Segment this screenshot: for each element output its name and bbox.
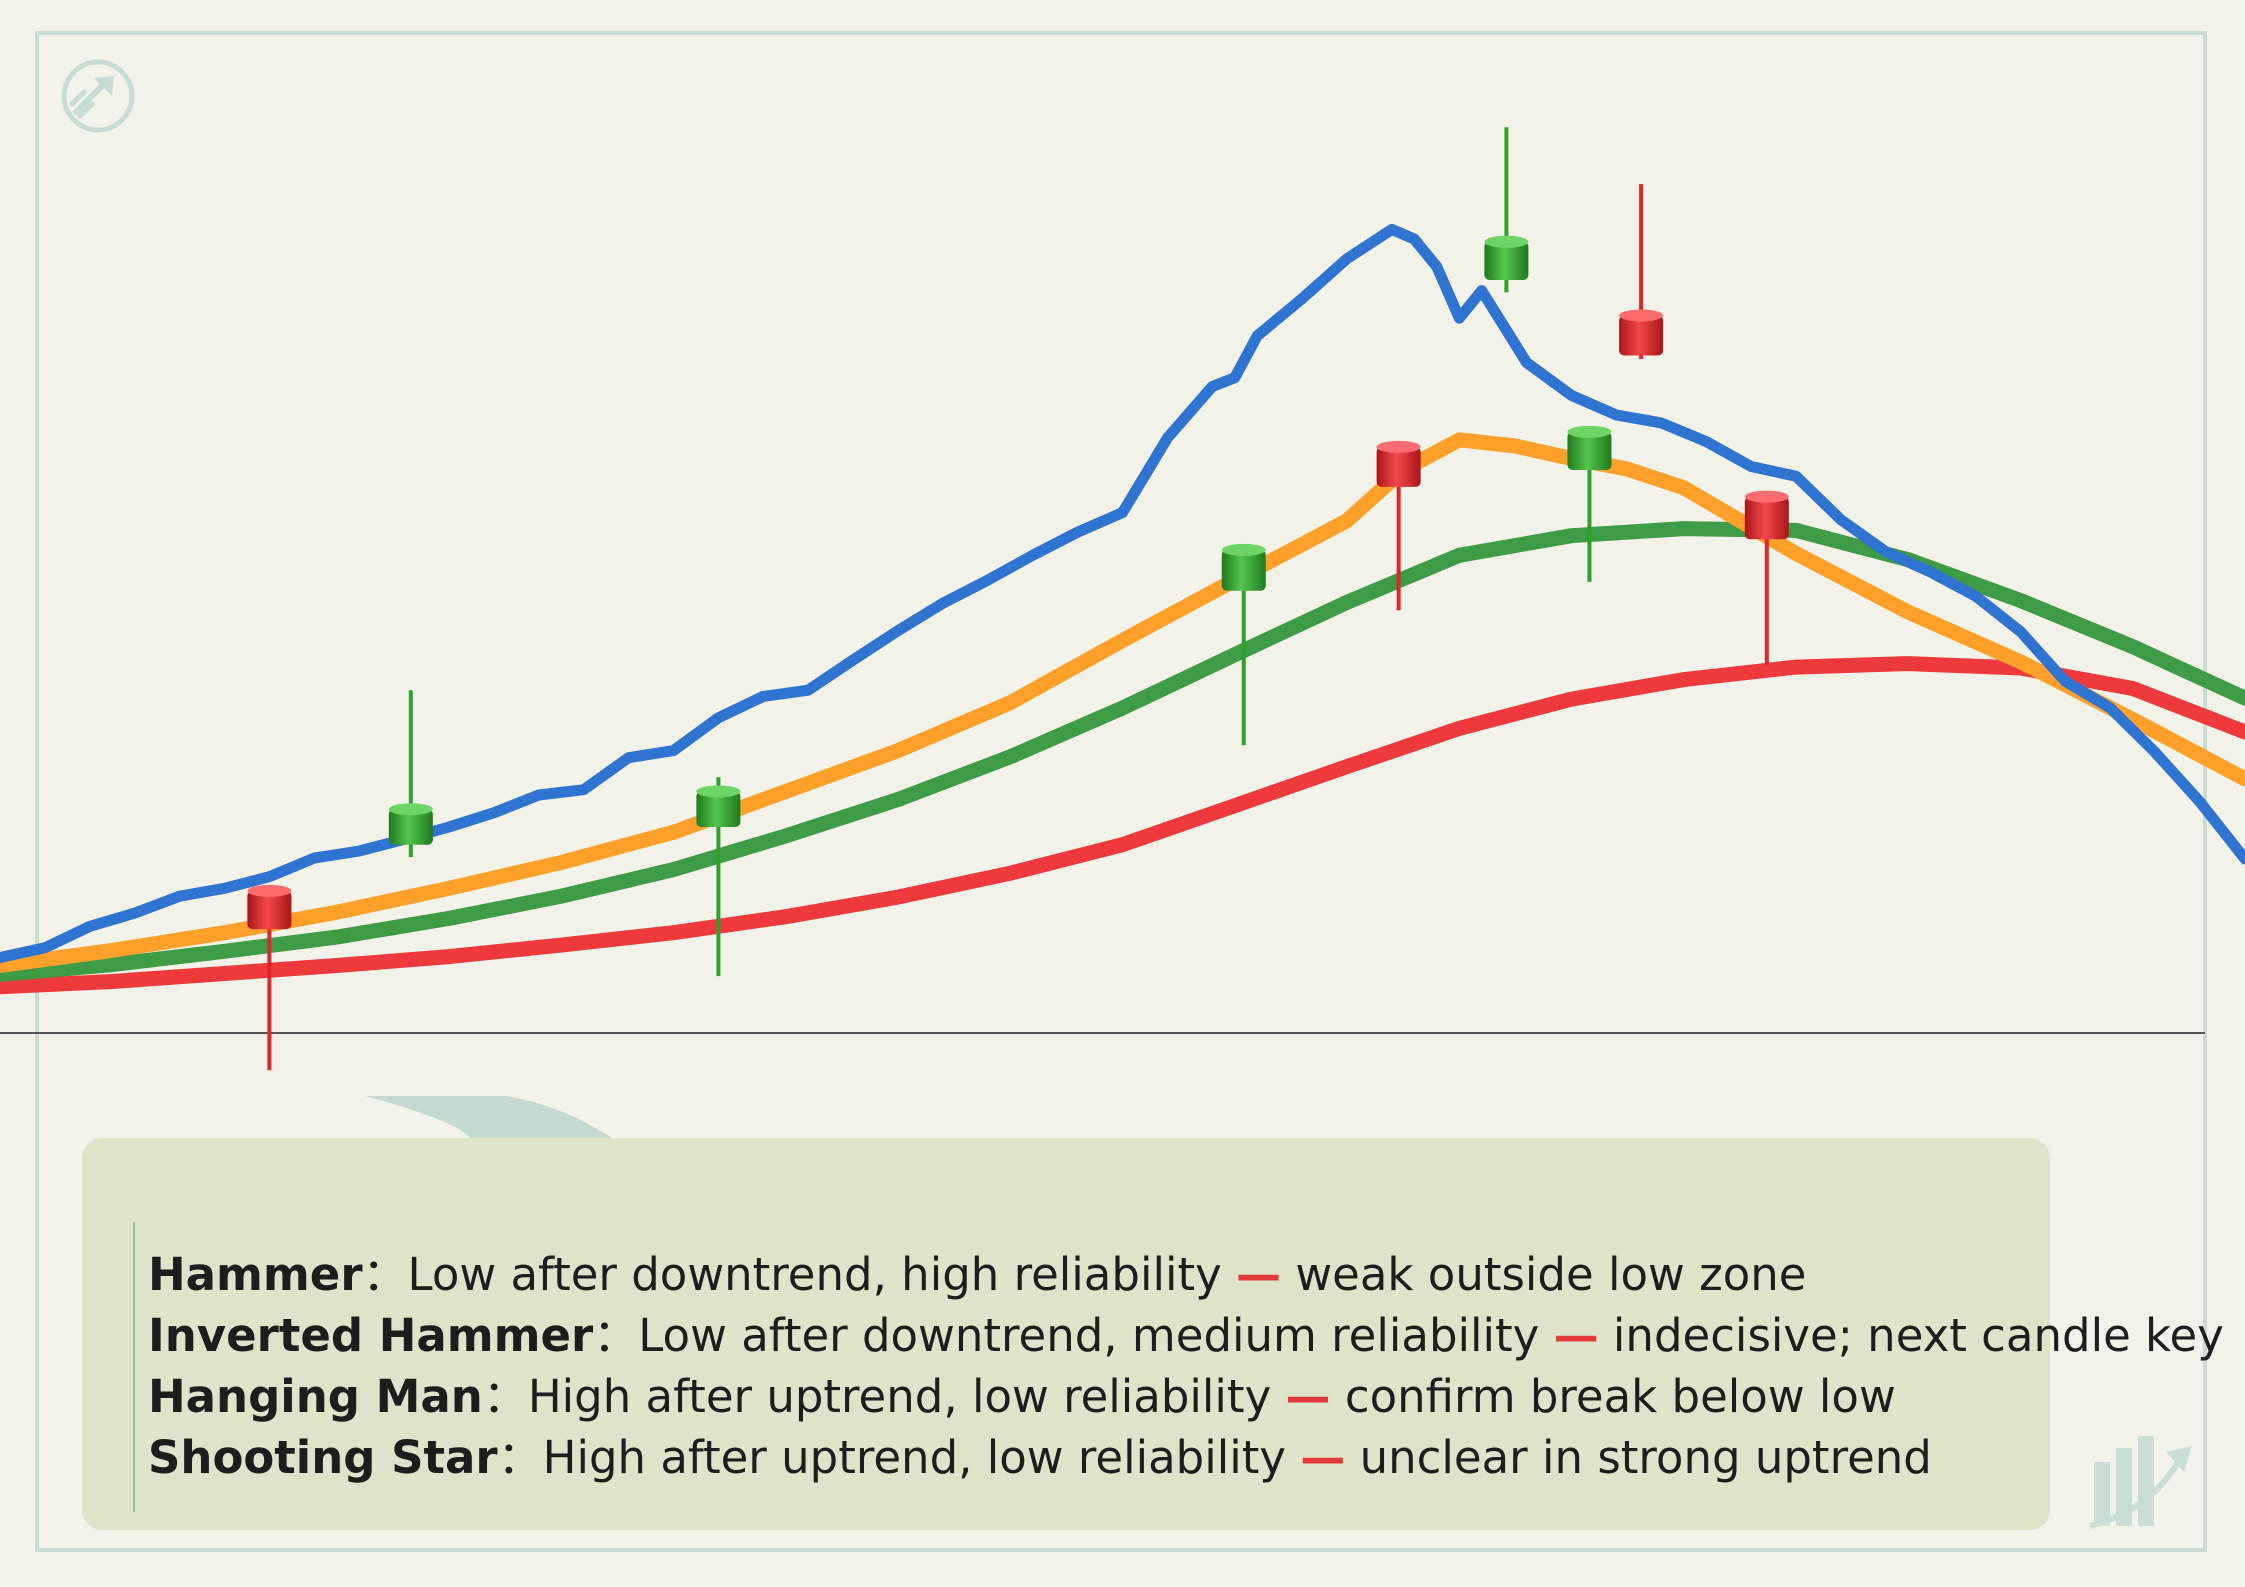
legend-list: Hammer：Low after downtrend, high reliabi… (148, 1244, 2224, 1488)
rising-bars-arrow-icon (2089, 1436, 2192, 1529)
legend-term: Hammer (148, 1248, 363, 1301)
bullish-candle-3 (696, 777, 741, 977)
bearish-candle-9 (1744, 490, 1789, 666)
legend-description: High after uptrend, low reliability (542, 1431, 1287, 1484)
candle-body (1567, 431, 1612, 471)
series-line-ma-slow (0, 656, 2245, 995)
bearish-candle-8 (1619, 184, 1664, 360)
candle-body (1744, 496, 1789, 540)
series-line-ma-fast (0, 432, 2245, 973)
candle-body (1484, 241, 1529, 280)
legend-separator: ： (593, 1309, 639, 1362)
legend-item-shooting-star: Shooting Star：High after uptrend, low re… (148, 1427, 2224, 1488)
bearish-candle-1 (247, 884, 292, 1071)
legend-description: Low after downtrend, medium reliability (638, 1309, 1540, 1362)
legend-dash: — (1553, 1309, 1599, 1362)
legend-separator: ： (482, 1370, 528, 1423)
legend-item-hammer: Hammer：Low after downtrend, high reliabi… (148, 1244, 2224, 1305)
legend-dash: — (1300, 1431, 1346, 1484)
rising-arrow-circle-icon (61, 59, 135, 133)
legend-description: Low after downtrend, high reliability (407, 1248, 1222, 1301)
legend-dash: — (1285, 1370, 1331, 1423)
candle-cap (1744, 490, 1789, 503)
candle-cap (1567, 425, 1612, 438)
series-line-ma-medium (0, 521, 2245, 982)
bullish-candle-6 (1484, 127, 1529, 293)
candle-body (388, 809, 433, 845)
legend-term: Hanging Man (148, 1370, 483, 1423)
chart-frame (35, 31, 2207, 1552)
candle-cap (1221, 543, 1266, 556)
legend-note: confirm break below low (1344, 1370, 1896, 1423)
candle-cap (1619, 309, 1664, 322)
candle-body (247, 890, 292, 930)
legend-callout-tab (365, 1096, 612, 1138)
legend-separator: ： (497, 1431, 543, 1484)
legend-separator: ： (362, 1248, 408, 1301)
legend-accent-bar (133, 1222, 135, 1512)
legend-note: indecisive; next candle key (1612, 1309, 2224, 1362)
candle-cap (247, 884, 292, 897)
legend-term: Inverted Hammer (148, 1309, 594, 1362)
candle-body (696, 791, 741, 827)
legend-dash: — (1236, 1248, 1282, 1301)
legend-note: unclear in strong uptrend (1359, 1431, 1932, 1484)
bearish-candle-5 (1376, 440, 1421, 611)
bullish-candle-4 (1221, 543, 1266, 746)
bullish-candle-7 (1567, 425, 1612, 582)
candle-cap (696, 785, 741, 798)
candle-cap (1376, 440, 1421, 453)
candle-body (1221, 549, 1266, 591)
candle-body (1619, 315, 1664, 356)
legend-description: High after uptrend, low reliability (527, 1370, 1272, 1423)
legend-item-hanging-man: Hanging Man：High after uptrend, low reli… (148, 1366, 2224, 1427)
candle-body (1376, 446, 1421, 487)
legend-note: weak outside low zone (1295, 1248, 1807, 1301)
bullish-candle-2 (388, 690, 433, 858)
legend-item-inverted-hammer: Inverted Hammer：Low after downtrend, med… (148, 1305, 2224, 1366)
legend-panel: Hammer：Low after downtrend, high reliabi… (82, 1138, 2224, 1530)
candle-cap (1484, 235, 1529, 248)
legend-term: Shooting Star (148, 1431, 498, 1484)
candle-cap (388, 803, 433, 816)
